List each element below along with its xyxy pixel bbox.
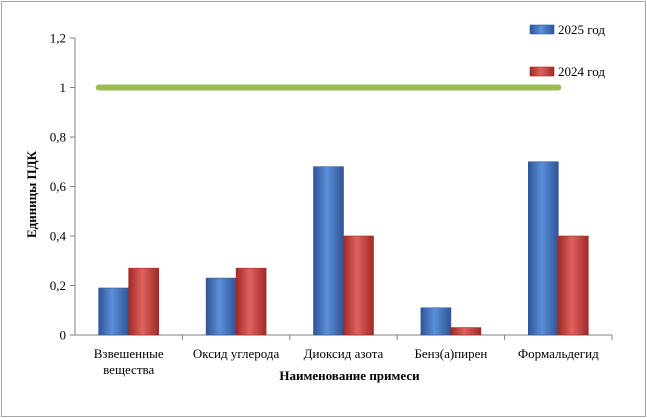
bar-series1-4 [527, 161, 559, 336]
legend-label-1: 2025 год [558, 22, 605, 37]
bar-series1-1 [205, 277, 237, 336]
bar-series1-3 [420, 307, 452, 336]
legend-swatch-1 [529, 24, 555, 35]
y-tick-label: 1,2 [50, 31, 66, 46]
x-category-label: Оксид углерода [193, 346, 280, 361]
y-tick-label: 0 [60, 328, 67, 343]
bar-series2-0 [128, 267, 159, 336]
x-axis-title: Наименование примеси [279, 368, 420, 383]
y-axis-title: Единицы ПДК [24, 150, 39, 238]
bar-series1-2 [313, 166, 344, 336]
bar-series2-2 [343, 235, 374, 336]
y-tick-label: 0,8 [50, 130, 66, 145]
x-category-label: Взвешенные [94, 346, 164, 361]
legend-label-2: 2024 год [558, 64, 605, 79]
bar-series2-3 [450, 327, 482, 336]
x-category-label: Формальдегид [518, 346, 599, 361]
x-category-label: Бенз(а)пирен [414, 346, 487, 361]
bar-series1-0 [98, 287, 129, 336]
y-tick-label: 0,2 [50, 278, 66, 293]
y-tick-label: 0,6 [50, 179, 67, 194]
x-category-label: вещества [103, 362, 154, 377]
bar-series2-1 [235, 267, 267, 336]
bar-series2-4 [557, 235, 589, 336]
legend-swatch-2 [529, 66, 555, 77]
y-tick-label: 1 [60, 80, 67, 95]
x-category-label: Диоксид азота [304, 346, 384, 361]
y-tick-label: 0,4 [50, 229, 67, 244]
